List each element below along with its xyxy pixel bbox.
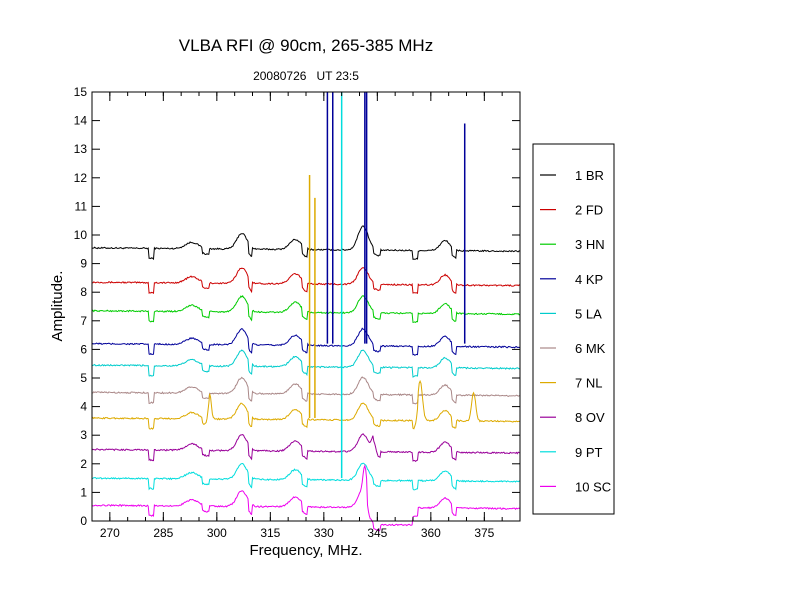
series-line-5 (91, 376, 521, 405)
y-tick-label: 13 (74, 142, 88, 156)
y-tick-label: 15 (74, 85, 88, 99)
legend-entry: 1 BR (575, 168, 604, 183)
y-tick-label: 12 (74, 171, 88, 185)
legend-entry: 8 OV (575, 410, 605, 425)
x-tick-label: 285 (153, 526, 173, 540)
y-tick-label: 10 (74, 228, 88, 242)
y-tick-label: 0 (80, 514, 87, 528)
y-axis-label: Amplitude. (49, 271, 66, 342)
chart-subtitle: 20080726 UT 23:5 (253, 69, 359, 83)
legend-entry: 2 FD (575, 203, 603, 218)
x-tick-label: 375 (474, 526, 494, 540)
legend-entry: 4 KP (575, 272, 603, 287)
legend-entry: 9 PT (575, 445, 603, 460)
x-axis-label: Frequency, MHz. (249, 542, 362, 559)
legend: 1 BR 2 FD 3 HN 4 KP 5 LA 6 MK 7 NL 8 OV 9 PT 10 S… (532, 143, 615, 515)
y-tick-label: 2 (80, 457, 87, 471)
y-tick-label: 14 (74, 114, 88, 128)
y-tick-label: 8 (80, 285, 87, 299)
series-line-4 (91, 349, 521, 378)
y-tick-label: 9 (80, 257, 87, 271)
series-line-2 (91, 295, 521, 324)
series-line-8 (91, 462, 521, 491)
series-line-1 (91, 267, 521, 295)
legend-entry: 10 SC (575, 479, 611, 494)
x-tick-label: 270 (100, 526, 120, 540)
series-line-3 (91, 327, 521, 356)
x-tick-label: 345 (367, 526, 387, 540)
x-tick-label: 300 (207, 526, 227, 540)
series-line-7 (91, 433, 521, 463)
legend-entry: 6 MK (575, 341, 606, 356)
legend-entry: 3 HN (575, 237, 605, 252)
x-tick-label: 315 (260, 526, 280, 540)
y-tick-label: 5 (80, 371, 87, 385)
x-tick-label: 360 (421, 526, 441, 540)
legend-entry: 7 NL (575, 376, 602, 391)
series-line-9 (91, 464, 521, 532)
legend-entry: 5 LA (575, 306, 602, 321)
x-tick-label: 330 (314, 526, 334, 540)
y-tick-label: 11 (75, 199, 88, 213)
y-tick-label: 3 (80, 428, 87, 442)
series-line-0 (91, 225, 521, 261)
y-tick-label: 6 (80, 342, 87, 356)
y-tick-label: 7 (80, 314, 87, 328)
series-line-6 (91, 379, 520, 430)
y-tick-label: 4 (80, 400, 87, 414)
chart-title: VLBA RFI @ 90cm, 265-385 MHz (178, 36, 434, 55)
y-tick-label: 1 (80, 485, 87, 499)
